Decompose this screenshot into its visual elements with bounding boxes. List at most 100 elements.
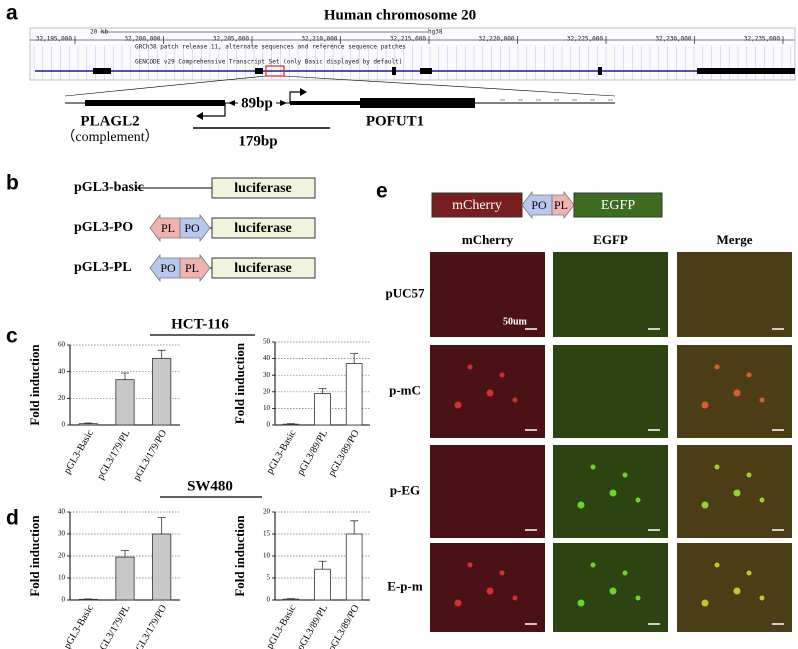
bar (345, 533, 363, 601)
micrograph (430, 445, 545, 538)
arrowhead (300, 88, 307, 96)
construct-part: mCherry (452, 198, 502, 213)
reporter-label: luciferase (234, 221, 292, 236)
construct-part: PO (531, 198, 547, 212)
ruler-label: 32,235,000 (744, 36, 781, 43)
y-tick-label: 0 (62, 421, 66, 429)
zoom-box (265, 65, 285, 77)
y-tick-label: 0 (62, 596, 66, 604)
y-tick-label: 30 (58, 530, 66, 538)
gene-pofut1 (290, 101, 360, 105)
ruler-label: 32,205,000 (213, 36, 250, 43)
cell (512, 397, 518, 403)
ruler-label: 32,200,000 (124, 36, 161, 43)
cell (733, 587, 741, 595)
zoom-line (283, 75, 616, 97)
cell (609, 587, 617, 595)
column-header: EGFP (593, 232, 628, 247)
y-tick-label: 20 (263, 508, 271, 516)
panel-label: c (6, 325, 18, 348)
assembly-label: hg38 (428, 29, 443, 36)
cell (714, 464, 720, 470)
error-bar (121, 550, 129, 558)
y-tick-label: 20 (263, 387, 271, 395)
tss-arrow (289, 91, 302, 103)
error-bar (157, 349, 166, 359)
y-tick-label: 30 (263, 371, 271, 379)
bar (282, 423, 300, 426)
gene-block (420, 68, 432, 74)
promoter-arrow (179, 253, 211, 283)
cell (590, 562, 596, 568)
label-bg (238, 96, 276, 110)
track-label: GRCh38 patch release 11, alternate seque… (135, 44, 406, 51)
micrograph (553, 543, 668, 632)
micrograph (677, 252, 792, 337)
promoter-label: PO (160, 261, 176, 275)
y-tick-label: 10 (58, 574, 66, 582)
y-tick-label: 10 (263, 404, 271, 412)
cell (499, 570, 505, 576)
bar (152, 533, 172, 601)
micrograph (553, 345, 668, 438)
x-tick-label: pGL3-Basic (62, 603, 96, 649)
cell (701, 401, 709, 409)
group-title: HCT-116 (171, 316, 229, 332)
fragment-label: 179bp (238, 133, 277, 149)
x-tick-label: pGL3/89/PO (326, 428, 361, 478)
panel-label: d (6, 507, 19, 530)
error-bar (157, 517, 166, 534)
gene-block (93, 68, 111, 74)
genome-title: Human chromosome 20 (324, 7, 476, 23)
construct-part: EGFP (601, 198, 635, 213)
cell (499, 372, 505, 378)
x-tick-label: pGL3/89/PL (295, 603, 330, 649)
promoter-arrow (179, 213, 211, 243)
x-tick-label: pGL3/89/PL (295, 428, 330, 477)
y-axis-label: Fold induction (232, 515, 247, 597)
y-tick-label: 40 (58, 367, 66, 375)
gene-label: POFUT1 (366, 113, 424, 129)
bar (282, 598, 300, 601)
bar (314, 393, 331, 426)
egfp-box (573, 192, 663, 218)
gene-pofut1 (360, 98, 475, 108)
zoom-line (64, 75, 267, 97)
y-tick-label: 0 (267, 421, 271, 429)
micrograph (553, 252, 668, 337)
cell (467, 562, 473, 568)
y-axis-label: Fold induction (232, 342, 247, 424)
reporter-label: luciferase (234, 181, 292, 196)
y-tick-label: 40 (58, 508, 66, 516)
panel-label: e (376, 180, 388, 203)
y-axis-label: Fold induction (27, 344, 42, 426)
cell (714, 562, 720, 568)
cell (733, 389, 741, 397)
cell (759, 397, 765, 403)
construct-name: pGL3-basic (74, 180, 144, 195)
gene-block (255, 68, 263, 74)
cell (454, 401, 462, 409)
scale-label: 50um (503, 316, 528, 327)
gene-block (598, 67, 602, 75)
bar (115, 556, 135, 601)
y-tick-label: 20 (58, 394, 66, 402)
bar (152, 357, 172, 426)
error-bar (121, 372, 129, 380)
y-tick-label: 60 (58, 341, 66, 349)
bar (345, 363, 363, 426)
column-header: Merge (716, 232, 752, 247)
y-tick-label: 40 (263, 354, 271, 362)
x-tick-label: pGL3/179/PO (131, 603, 169, 649)
cell (512, 595, 518, 601)
cell (714, 364, 720, 370)
cell (635, 497, 641, 503)
construct-name: pGL3-PL (74, 260, 132, 275)
cell (759, 497, 765, 503)
cell (609, 489, 617, 497)
row-label: p-mC (389, 382, 421, 397)
cell (759, 595, 765, 601)
error-bar (318, 560, 327, 570)
y-tick-label: 0 (267, 596, 271, 604)
cell (622, 570, 628, 576)
